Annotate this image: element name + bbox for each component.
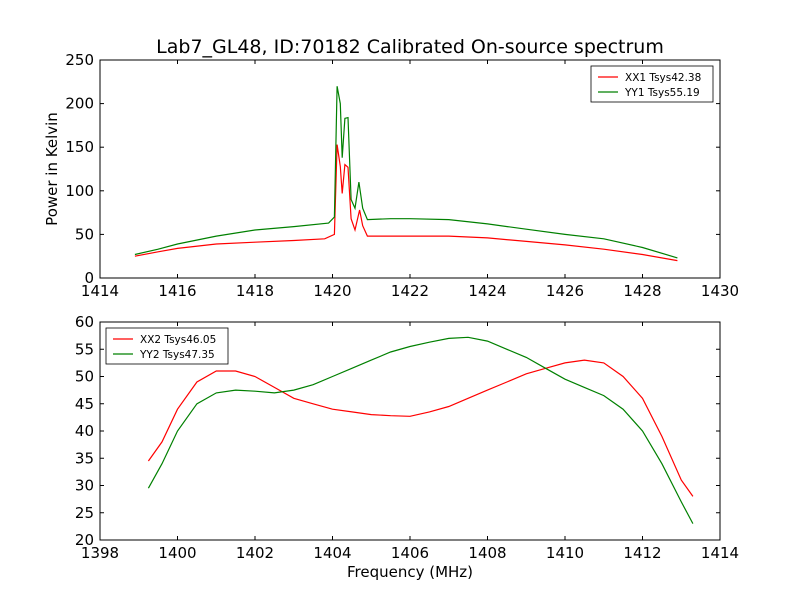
plot-top: 1414 1416 1418 1420 1422 1424 1426 1428 1430 0 50 1… — [43, 51, 739, 300]
legend-box — [105, 327, 229, 365]
x-tick-label: 1418 — [236, 282, 274, 300]
x-tick-label: 1422 — [391, 282, 429, 300]
y-tick-label: 40 — [75, 422, 94, 440]
x-tick-label: 1414 — [701, 544, 739, 562]
x-tick-label: 1410 — [546, 544, 584, 562]
x-tick-label: 1416 — [158, 282, 196, 300]
x-tick-label: 1406 — [391, 544, 429, 562]
x-tick-label: 1402 — [236, 544, 274, 562]
series-line-1 — [147, 359, 694, 497]
y-tick-label: 50 — [75, 368, 94, 386]
x-tick-label: 1404 — [313, 544, 351, 562]
y-tick-label: 35 — [75, 449, 94, 467]
legend-label: XX2 Tsys46.05 — [140, 334, 216, 346]
y-tick-label: 150 — [65, 138, 94, 156]
y-tick-label: 25 — [75, 504, 94, 522]
legend-label: YY1 Tsys55.19 — [624, 87, 700, 99]
legend: XX2 Tsys46.05 YY2 Tsys47.35 — [105, 327, 229, 365]
plot-bottom: 1398 1400 1402 1404 1406 1408 1410 1412 1414 20 25… — [75, 313, 739, 581]
legend-box — [590, 65, 714, 103]
x-tick-label: 1428 — [623, 282, 661, 300]
y-tick-label: 55 — [75, 340, 94, 358]
y-tick-label: 200 — [65, 95, 94, 113]
y-tick-label: 50 — [75, 225, 94, 243]
x-tick-label: 1420 — [313, 282, 351, 300]
series-line-2 — [134, 86, 678, 259]
x-tick-label: 1400 — [158, 544, 196, 562]
chart-title: Lab7_GL48, ID:70182 Calibrated On-source… — [156, 36, 664, 58]
y-tick-label: 45 — [75, 395, 94, 413]
y-tick-label: 60 — [75, 313, 94, 331]
legend: XX1 Tsys42.38 YY1 Tsys55.19 — [590, 65, 714, 103]
y-axis-label: Power in Kelvin — [43, 112, 61, 226]
x-axis-label: Frequency (MHz) — [347, 563, 473, 581]
x-tick-label: 1426 — [546, 282, 584, 300]
x-tick-label: 1412 — [623, 544, 661, 562]
x-tick-label: 1408 — [468, 544, 506, 562]
x-tick-label: 1414 — [81, 282, 119, 300]
x-tick-label: 1398 — [81, 544, 119, 562]
legend-label: XX1 Tsys42.38 — [625, 72, 701, 84]
y-tick-label: 250 — [65, 51, 94, 69]
y-tick-label: 0 — [84, 269, 94, 287]
series-line-1 — [134, 144, 678, 262]
y-tick-label: 20 — [75, 531, 94, 549]
legend-label: YY2 Tsys47.35 — [139, 349, 215, 361]
x-tick-label: 1430 — [701, 282, 739, 300]
x-tick-label: 1424 — [468, 282, 506, 300]
series-line-2 — [147, 336, 694, 524]
y-tick-label: 100 — [65, 182, 94, 200]
y-tick-label: 30 — [75, 477, 94, 495]
